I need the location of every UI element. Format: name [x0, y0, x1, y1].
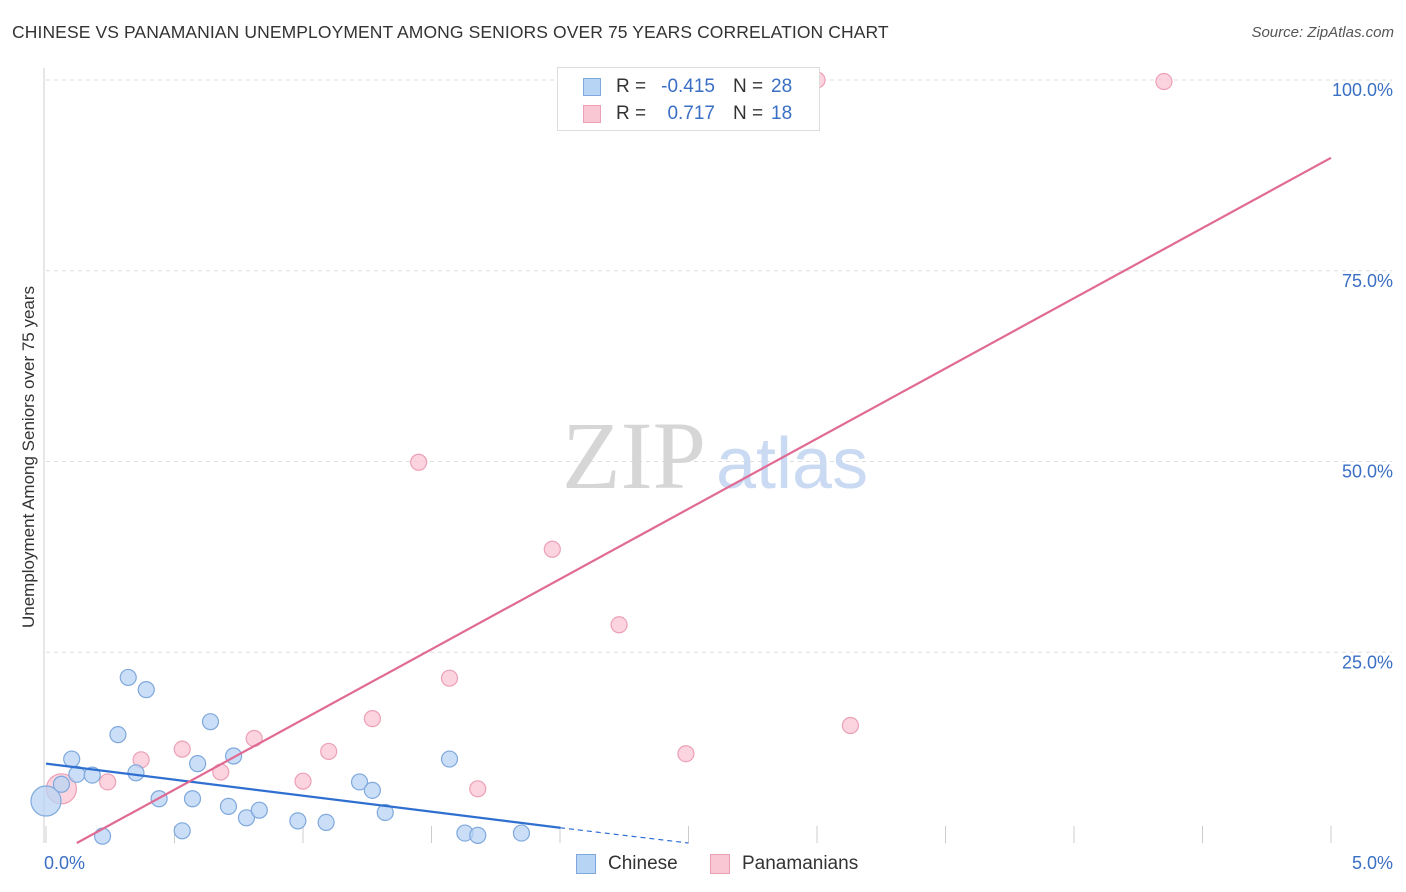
chinese-trend-extension [559, 827, 689, 844]
chinese-point [83, 766, 101, 784]
n-value: 18 [771, 103, 793, 124]
panamanian-trend-line [76, 156, 1332, 844]
panamanian-legend-swatch [710, 854, 730, 874]
chinese-point [469, 826, 487, 844]
chinese-trend-line [45, 762, 561, 829]
watermark-atlas: atlas [716, 424, 868, 504]
chinese-point [350, 773, 369, 791]
chinese-point [119, 668, 137, 687]
panamanian-point [173, 740, 191, 758]
panamanian-point [294, 772, 312, 790]
legend-row-chinese: R = -0.415 N = 28 [558, 74, 819, 100]
r-value: -0.415 [661, 76, 715, 97]
chinese-point [109, 726, 127, 744]
x-tick-label: 0.0% [44, 853, 85, 873]
chinese-point [289, 812, 307, 830]
chinese-point [201, 713, 220, 731]
y-axis-label: Unemployment Among Seniors over 75 years [19, 286, 38, 628]
r-label: R = [616, 76, 647, 97]
r-label: R = [616, 103, 647, 124]
chinese-point [127, 764, 145, 782]
panamanian-point [440, 669, 459, 687]
watermark-zip: ZIP [562, 402, 706, 509]
chinese-point [93, 827, 112, 845]
chinese-point [317, 813, 335, 831]
n-label: N = [733, 76, 764, 97]
panamanian-point [99, 773, 117, 791]
panamanian-point [320, 742, 338, 761]
n-value: 28 [771, 76, 793, 97]
panamanian-point [1155, 72, 1173, 91]
chinese-legend-swatch [576, 854, 596, 874]
chinese-point [137, 681, 155, 699]
chinese-point [183, 790, 202, 808]
y-tick-label: 100.0% [1332, 80, 1393, 100]
y-tick-label: 75.0% [1342, 271, 1393, 291]
chinese-swatch [583, 78, 601, 96]
legend-row-panamanians: R = 0.717 N = 18 [558, 101, 819, 127]
chinese-point [512, 824, 531, 842]
panamanian-point [543, 540, 561, 558]
chinese-point [376, 803, 394, 822]
chinese-points [30, 668, 531, 845]
y-tick-label: 50.0% [1342, 462, 1393, 482]
source-credit: Source: ZipAtlas.com [1251, 24, 1394, 41]
panamanian-point [469, 780, 487, 798]
chinese-point [219, 797, 238, 815]
grid-layer [46, 79, 1392, 653]
chinese-point [189, 755, 207, 773]
trend-lines [45, 156, 1332, 844]
y-tick-label: 25.0% [1342, 652, 1393, 672]
chinese-point [237, 809, 256, 827]
chinese-point [63, 750, 81, 768]
r-value: 0.717 [667, 103, 715, 124]
panamanian-point [610, 616, 628, 634]
tick-labels: 25.0% 50.0% 75.0% 100.0% 0.0% 5.0% [44, 80, 1393, 873]
chinese-point [363, 781, 381, 799]
panamanian-legend-label: Panamanians [742, 853, 859, 874]
n-label: N = [733, 103, 764, 124]
panamanian-point [410, 453, 428, 471]
axis-layer [43, 68, 1332, 843]
chart-title: CHINESE VS PANAMANIAN UNEMPLOYMENT AMONG… [12, 22, 889, 42]
panamanian-point [363, 710, 381, 728]
x-tick-label: 5.0% [1352, 853, 1393, 873]
panamanian-point [677, 745, 695, 763]
watermark: ZIP atlas [562, 402, 868, 509]
chinese-point [173, 822, 191, 840]
panamanian-point [841, 716, 860, 735]
chinese-point [30, 785, 62, 817]
chinese-point [250, 801, 268, 819]
chinese-point [440, 750, 459, 768]
chinese-point [52, 775, 71, 793]
chinese-legend-label: Chinese [608, 853, 678, 874]
correlation-legend: R = -0.415 N = 28 R = 0.717 N = 18 [557, 67, 820, 131]
panamanian-swatch [583, 105, 601, 123]
